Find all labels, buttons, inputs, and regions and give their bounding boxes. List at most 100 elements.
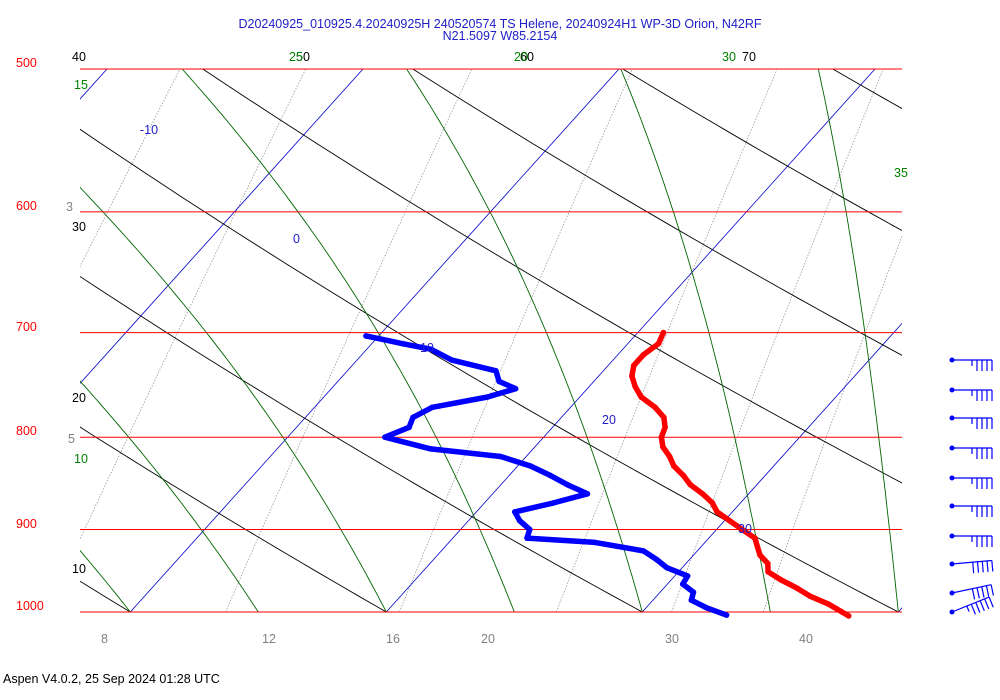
mixing-ratio-label: 40 <box>799 632 813 646</box>
dewpoint-point <box>664 564 670 571</box>
dewpoint-point <box>410 414 416 421</box>
wind-barb <box>949 415 993 429</box>
title-line-2: N21.5097 W85.2154 <box>442 29 558 43</box>
temperature-point <box>671 463 677 469</box>
wind-barbs <box>949 357 994 615</box>
pressure-label: 1000 <box>16 599 44 613</box>
moist-adiabat-label: 15 <box>74 78 88 92</box>
dewpoint-point <box>427 446 434 452</box>
moist-adiabat-label: 20 <box>514 50 528 64</box>
mixing-ratio-line <box>762 235 902 612</box>
isotherm-label: 0 <box>293 232 300 246</box>
dewpoint-point <box>429 404 436 411</box>
temperature-point <box>630 362 637 369</box>
dewpoint-point <box>399 340 406 347</box>
mixing-ratio-label: 5 <box>68 432 75 446</box>
temperature-point <box>660 329 667 336</box>
dry-adiabat-label: 30 <box>72 220 86 234</box>
temperature-point <box>739 526 745 533</box>
moist-adiabat-line <box>406 69 643 612</box>
moist-adiabat-line <box>817 69 899 612</box>
pressure-label: 900 <box>16 517 37 531</box>
dewpoint-point <box>428 346 434 352</box>
temperature-point <box>658 434 665 440</box>
dry-adiabat-label: 10 <box>72 562 86 576</box>
dewpoint-point <box>688 597 695 603</box>
temperature-point <box>652 404 658 411</box>
dewpoint-point <box>640 548 647 554</box>
dry-adiabat-line <box>80 426 387 612</box>
mixing-ratio-label: 3 <box>66 200 73 214</box>
temperature-point <box>699 491 706 497</box>
moist-adiabats <box>80 69 899 612</box>
temperature-point <box>632 383 639 390</box>
temperature-trace <box>629 329 852 619</box>
isotherm-line <box>898 607 902 612</box>
wind-barb <box>949 357 993 371</box>
isobars <box>80 68 902 613</box>
dry-adiabat-label: 60 <box>520 50 534 64</box>
dewpoint-point <box>723 612 730 618</box>
temperature-point <box>754 543 761 550</box>
mixing-ratio-label: 30 <box>665 632 679 646</box>
dry-adiabat-line <box>412 69 902 356</box>
moist-adiabat-line <box>181 69 515 612</box>
pressure-label: 500 <box>16 56 37 70</box>
isotherm-line <box>386 69 876 612</box>
mixing-ratio-lines <box>80 69 1000 612</box>
dewpoint-point <box>484 394 491 400</box>
dewpoint-point <box>550 500 557 506</box>
dewpoint-point <box>493 368 499 374</box>
title-line-1: D20240925_010925.4.20240925H 240520574 T… <box>238 17 762 31</box>
mixing-ratio-label: 8 <box>101 632 108 646</box>
dry-adiabat-line <box>202 69 902 484</box>
isotherm-label: 10 <box>420 341 434 355</box>
dewpoint-point <box>512 509 518 515</box>
temperature-point <box>765 569 771 575</box>
moist-adiabat-label: 10 <box>74 452 88 466</box>
dewpoint-point <box>584 491 591 497</box>
mixing-ratio-line <box>80 69 307 541</box>
temperature-point <box>640 351 647 358</box>
isotherm-label: 20 <box>602 413 616 427</box>
dewpoint-point <box>690 589 697 595</box>
temperature-point <box>709 500 716 506</box>
temperature-point <box>757 552 763 558</box>
wind-barb <box>949 584 994 600</box>
temperature-point <box>752 535 758 541</box>
moist-adiabat-line <box>80 186 387 612</box>
dewpoint-point <box>448 357 455 363</box>
dewpoint-point <box>564 481 571 488</box>
dewpoint-point <box>516 517 523 524</box>
mixing-ratio-label: 12 <box>262 632 276 646</box>
moist-adiabat-label: 35 <box>894 166 908 180</box>
dewpoint-point <box>679 581 686 587</box>
temperature-point <box>839 609 845 615</box>
moist-adiabat-label: 25 <box>289 50 303 64</box>
pressure-label: 800 <box>16 424 37 438</box>
temperature-point <box>662 424 668 431</box>
temperature-point <box>778 577 784 583</box>
dry-adiabats <box>80 69 902 612</box>
mixing-ratio-line <box>671 69 884 612</box>
isotherms <box>80 69 902 612</box>
mixing-ratio-label: 16 <box>386 632 400 646</box>
dry-adiabat-label: 40 <box>72 50 86 64</box>
footer-version: Aspen V4.0.2, 25 Sep 2024 01:28 UTC <box>3 672 220 686</box>
dry-adiabat-label: 70 <box>742 50 756 64</box>
dry-adiabat-label: 50 <box>296 50 310 64</box>
dry-adiabat-line <box>622 69 902 232</box>
temperature-point <box>680 472 687 479</box>
dry-adiabat-line <box>80 275 643 612</box>
dewpoint-point <box>653 556 660 563</box>
temperature-point <box>714 509 720 515</box>
wind-barb <box>949 387 993 401</box>
wind-barb <box>949 503 993 517</box>
mixing-ratio-label: 20 <box>481 632 495 646</box>
temperature-point <box>660 444 666 450</box>
chart-title: D20240925_010925.4.20240925H 240520574 T… <box>0 17 1000 43</box>
mixing-ratio-line <box>934 69 1000 612</box>
temperature-point <box>655 340 662 347</box>
isotherm-line <box>80 69 364 385</box>
pressure-label: 600 <box>16 199 37 213</box>
